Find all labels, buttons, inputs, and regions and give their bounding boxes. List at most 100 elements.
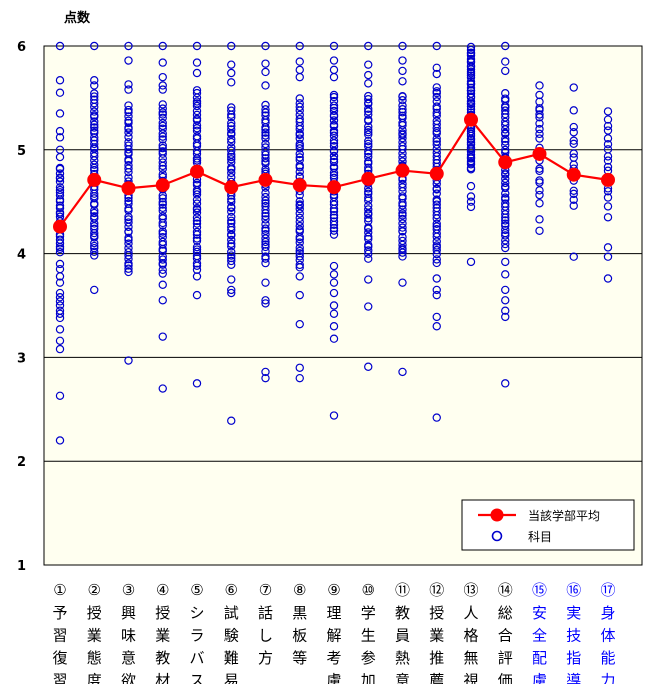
subject-point — [569, 128, 578, 137]
category-label-char: 験 — [224, 627, 239, 645]
subject-point — [329, 168, 339, 177]
subject-point — [295, 99, 304, 108]
subject-point — [329, 301, 339, 310]
subject-point — [124, 243, 133, 253]
category-label-char: バ — [189, 649, 204, 667]
subject-point — [227, 288, 236, 298]
subject-point — [364, 130, 373, 139]
category-label-char: 指 — [566, 649, 581, 667]
subject-point — [192, 234, 202, 243]
subject-point — [227, 155, 236, 164]
subject-point — [329, 131, 339, 140]
subject-point — [90, 222, 99, 231]
subject-point — [569, 201, 578, 210]
subject-point — [295, 144, 304, 153]
category-number: ⑯ — [566, 581, 581, 599]
subject-point — [158, 170, 167, 179]
subject-point — [364, 110, 373, 119]
subject-point — [192, 124, 202, 133]
subject-point — [55, 313, 65, 323]
category-label-char: 味 — [121, 627, 136, 645]
subject-point — [261, 81, 270, 90]
category-label-char: 材 — [155, 672, 170, 684]
subject-point — [569, 153, 578, 162]
subject-point — [466, 127, 476, 136]
category-label-char: 加 — [361, 672, 376, 684]
subject-point — [432, 63, 441, 72]
subject-point — [501, 199, 510, 208]
subject-point — [192, 110, 202, 120]
average-marker — [395, 163, 410, 178]
subject-point — [535, 215, 544, 224]
subject-point — [55, 169, 65, 178]
subject-point — [295, 260, 304, 270]
subject-point — [261, 299, 270, 308]
subject-point — [261, 139, 270, 149]
subject-point — [501, 231, 510, 240]
subject-point — [158, 104, 167, 113]
subject-point — [603, 213, 613, 222]
subject-point — [466, 152, 476, 162]
subject-point — [227, 163, 236, 172]
subject-point — [227, 68, 236, 78]
subject-point — [329, 309, 339, 319]
subject-point — [192, 199, 202, 208]
subject-point — [124, 116, 133, 125]
subject-point — [158, 124, 167, 133]
subject-point — [569, 139, 578, 149]
subject-point — [295, 238, 304, 247]
category-label-char: 実 — [566, 604, 581, 622]
subject-point — [432, 87, 441, 96]
subject-point — [158, 143, 167, 153]
subject-point — [227, 247, 236, 257]
subject-point — [329, 288, 339, 298]
subject-point — [466, 181, 476, 191]
subject-point — [192, 132, 202, 141]
subject-point — [158, 232, 167, 242]
subject-point — [398, 209, 407, 218]
category-label-char: 価 — [498, 672, 513, 684]
subject-point — [501, 178, 510, 188]
category-label-char: 試 — [224, 604, 239, 622]
category-label-char: シ — [189, 604, 204, 622]
subject-point — [466, 143, 476, 153]
subject-point — [329, 334, 339, 343]
subject-point — [261, 242, 270, 252]
subject-point — [192, 178, 202, 188]
subject-point — [261, 205, 270, 215]
subject-point — [90, 247, 99, 257]
subject-point — [295, 72, 304, 82]
category-label-char: 人 — [463, 604, 478, 622]
subject-point — [329, 270, 339, 279]
subject-point — [158, 296, 167, 305]
subject-point — [55, 325, 65, 334]
subject-point — [398, 96, 407, 105]
subject-point — [261, 258, 270, 268]
subject-point — [432, 195, 441, 204]
average-marker — [566, 167, 581, 182]
subject-point — [227, 239, 236, 248]
subject-point — [603, 126, 613, 135]
subject-point — [55, 188, 65, 197]
subject-point — [535, 119, 544, 128]
subject-point — [55, 183, 65, 192]
subject-point — [124, 218, 133, 227]
subject-point — [192, 227, 202, 237]
subject-point — [432, 237, 441, 246]
subject-point — [192, 223, 202, 232]
category-label-char: 生 — [361, 627, 376, 645]
subject-point — [603, 121, 613, 131]
y-tick-label: 3 — [17, 351, 26, 366]
subject-point — [398, 66, 407, 76]
category-number: ⑬ — [463, 581, 478, 599]
subject-point — [329, 322, 339, 331]
y-tick-label: 4 — [17, 248, 26, 263]
subject-point — [261, 59, 270, 68]
subject-point — [432, 200, 441, 209]
subject-point — [227, 197, 236, 207]
subject-point — [90, 160, 99, 169]
subject-point — [432, 148, 441, 157]
subject-point — [569, 252, 578, 261]
average-marker — [361, 171, 376, 186]
subject-point — [603, 139, 613, 149]
